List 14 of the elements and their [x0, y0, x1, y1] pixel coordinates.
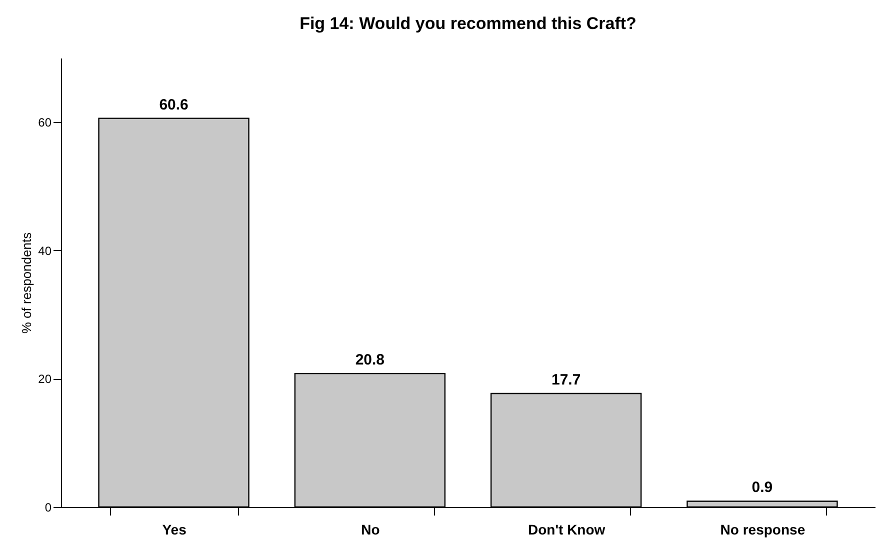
y-tick-label: 20 — [38, 372, 52, 386]
data-label: 60.6 — [159, 96, 188, 114]
chart-title: Fig 14: Would you recommend this Craft? — [300, 14, 636, 33]
x-tick-label: Yes — [162, 522, 187, 538]
y-tick-label: 60 — [38, 116, 52, 130]
y-tick-label: 0 — [44, 500, 52, 514]
x-tick-label: No — [361, 522, 380, 538]
y-tick-label: 40 — [38, 244, 52, 258]
data-label: 20.8 — [355, 352, 385, 369]
data-label: 17.7 — [551, 371, 581, 388]
y-axis-title: % of respondents — [19, 232, 34, 334]
x-tick-label: No response — [720, 522, 806, 538]
x-tick-label: Don't Know — [528, 522, 606, 538]
data-label: 0.9 — [752, 479, 773, 496]
